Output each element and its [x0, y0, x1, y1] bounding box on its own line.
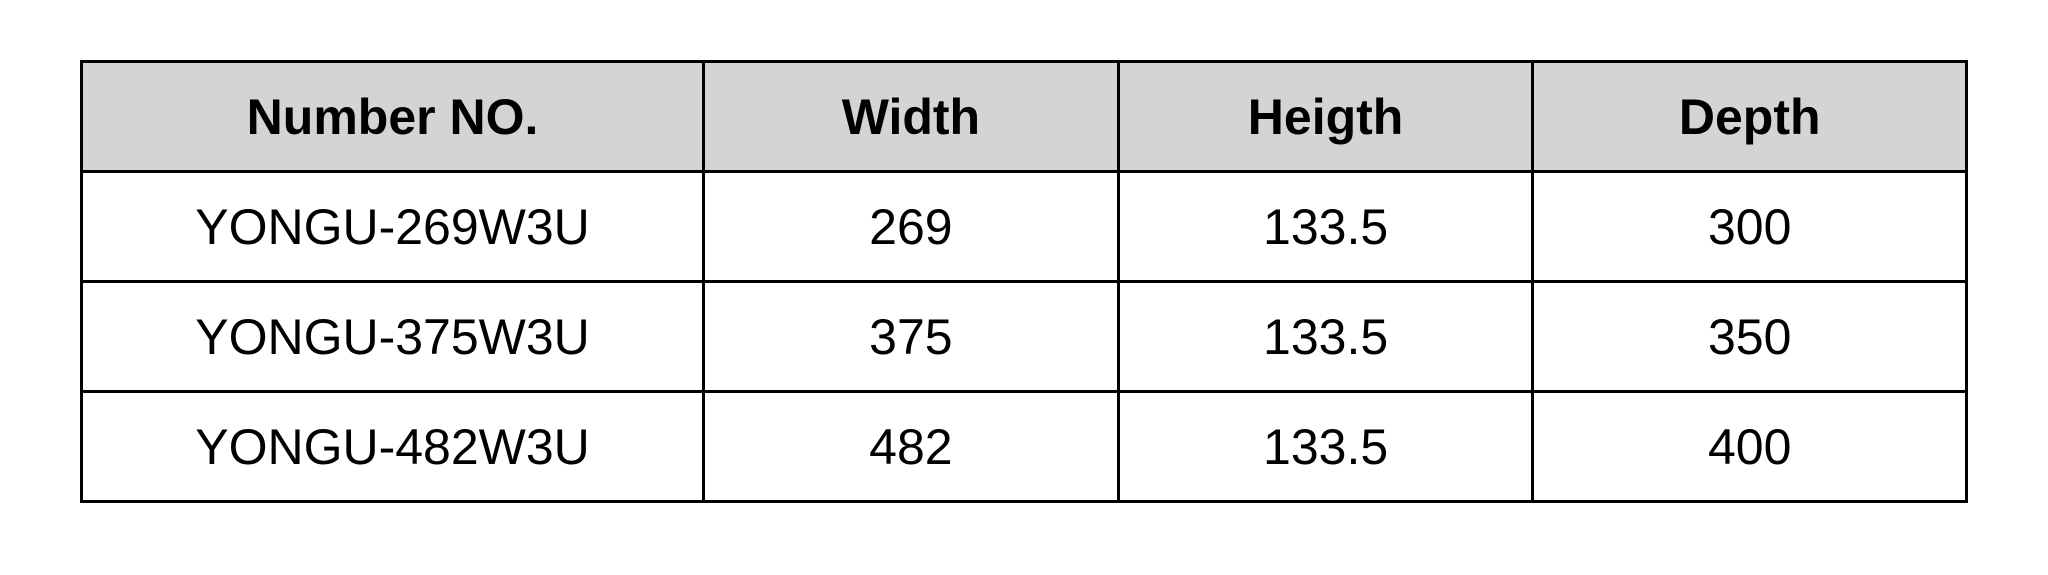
- cell-depth: 300: [1533, 172, 1967, 282]
- table-header-row: Number NO. Width Heigth Depth: [82, 62, 1967, 172]
- cell-height: 133.5: [1118, 172, 1533, 282]
- spec-table: Number NO. Width Heigth Depth YONGU-269W…: [80, 60, 1968, 503]
- column-header-height: Heigth: [1118, 62, 1533, 172]
- cell-height: 133.5: [1118, 282, 1533, 392]
- cell-number: YONGU-482W3U: [82, 392, 704, 502]
- column-header-depth: Depth: [1533, 62, 1967, 172]
- cell-depth: 350: [1533, 282, 1967, 392]
- cell-width: 269: [704, 172, 1119, 282]
- cell-height: 133.5: [1118, 392, 1533, 502]
- cell-width: 375: [704, 282, 1119, 392]
- cell-width: 482: [704, 392, 1119, 502]
- table-row: YONGU-482W3U 482 133.5 400: [82, 392, 1967, 502]
- cell-number: YONGU-375W3U: [82, 282, 704, 392]
- column-header-number: Number NO.: [82, 62, 704, 172]
- cell-depth: 400: [1533, 392, 1967, 502]
- table-row: YONGU-375W3U 375 133.5 350: [82, 282, 1967, 392]
- cell-number: YONGU-269W3U: [82, 172, 704, 282]
- table-row: YONGU-269W3U 269 133.5 300: [82, 172, 1967, 282]
- column-header-width: Width: [704, 62, 1119, 172]
